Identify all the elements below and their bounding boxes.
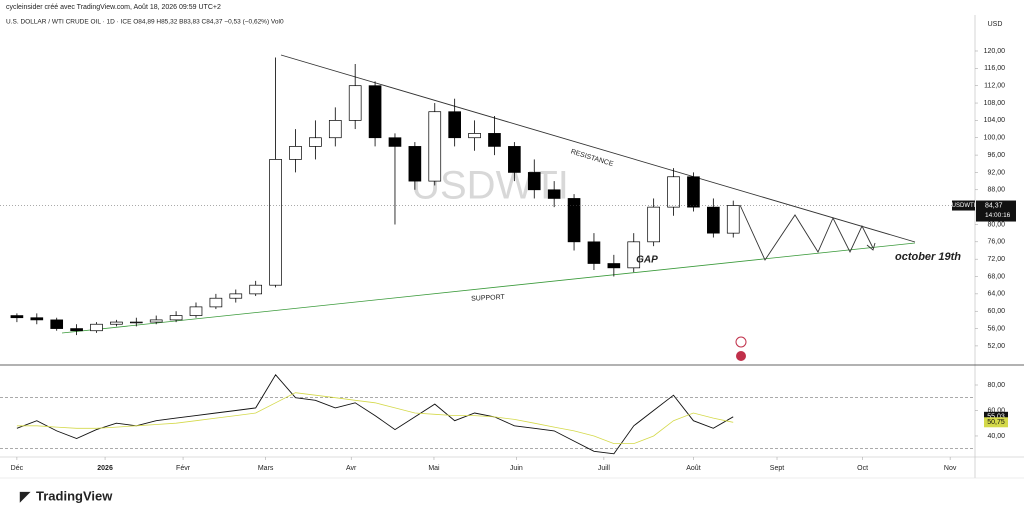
candle-body	[627, 241, 641, 269]
price-label: 84,37	[985, 202, 1003, 209]
candle-body	[508, 146, 521, 173]
candle-body	[30, 317, 44, 321]
candle-body	[547, 189, 561, 199]
footer-logo: ◤	[19, 488, 31, 503]
x-tick-label: Mai	[428, 465, 440, 472]
currency-label: USD	[988, 21, 1003, 28]
x-tick-label: Sept	[770, 465, 784, 472]
x-tick-label: Juill	[598, 465, 611, 472]
candle-body	[110, 321, 123, 325]
candle-body	[328, 120, 342, 139]
credit: cycleinsider créé avec TradingView.com, …	[6, 4, 221, 11]
x-tick-label: Déc	[11, 465, 24, 472]
y-tick-label: 68,00	[987, 273, 1005, 280]
candle-body	[468, 133, 481, 139]
annotation: GAP	[636, 255, 658, 266]
value-tag	[984, 411, 1008, 422]
annotation: SUPPORT	[471, 294, 506, 303]
x-tick-label: Févr	[176, 465, 191, 472]
resistance-line	[280, 54, 916, 243]
y-tick-label: 60,00	[987, 308, 1005, 315]
y-tick-label: 76,00	[987, 239, 1005, 246]
x-tick-label: Mars	[258, 465, 274, 472]
support-line	[61, 242, 916, 334]
indicator-line	[16, 392, 734, 445]
drawings	[61, 54, 916, 361]
candle-body	[149, 319, 163, 323]
candle-body	[189, 306, 203, 316]
projection-arrow	[866, 242, 876, 251]
candle-body	[169, 315, 183, 321]
y-tick-label: 80,00	[987, 221, 1005, 228]
y-tick-label: 88,00	[987, 187, 1005, 194]
y-tick-label: 92,00	[987, 169, 1005, 176]
event-icon[interactable]	[735, 336, 747, 348]
candle-body	[90, 323, 103, 332]
candle-body	[70, 328, 83, 332]
y-tick-label: 100,00	[984, 135, 1006, 142]
y-tick-label: 72,00	[987, 256, 1005, 263]
candle-body	[428, 111, 442, 182]
candle-body	[707, 206, 720, 234]
annotation: october 19th	[895, 251, 961, 263]
price-tag	[976, 200, 1016, 222]
candle-body	[10, 315, 24, 319]
candle-body	[249, 284, 263, 295]
x-tick-label: Oct	[857, 465, 868, 472]
value-label: 50,75	[987, 419, 1005, 426]
candle-body	[448, 111, 461, 139]
x-tick-label: Nov	[944, 465, 957, 472]
footer-brand: TradingView	[36, 488, 113, 503]
y-tick-label: 104,00	[984, 117, 1006, 124]
candle-body	[209, 297, 223, 308]
candle-body	[647, 206, 660, 243]
candle-body	[348, 85, 362, 121]
symbol-tag-text: USDWTI	[952, 203, 976, 209]
candle-body	[408, 146, 422, 182]
candle-body	[368, 85, 382, 139]
projection-path	[739, 204, 874, 261]
candle-body	[607, 263, 621, 269]
y-tick-label: 80,00	[987, 382, 1005, 389]
y-tick-label: 64,00	[987, 291, 1005, 298]
x-tick-label: Avr	[346, 465, 357, 472]
event-icon[interactable]	[736, 351, 746, 361]
y-tick-label: 108,00	[984, 100, 1006, 107]
y-tick-label: 112,00	[984, 83, 1005, 90]
value-label: 55,03	[987, 414, 1005, 421]
symbol-line: U.S. DOLLAR / WTI CRUDE OIL · 1D · ICE O…	[6, 19, 284, 26]
y-tick-label: 120,00	[984, 48, 1006, 55]
candle-body	[229, 293, 243, 299]
candle-body	[129, 321, 143, 324]
candle-body	[50, 319, 64, 329]
y-tick-label: 56,00	[987, 325, 1005, 332]
x-tick-label: Août	[686, 465, 700, 472]
candle-body	[289, 146, 302, 160]
candle-body	[309, 137, 322, 147]
candle-body	[388, 137, 402, 147]
symbol-tag	[952, 200, 975, 211]
candle-body	[667, 176, 680, 208]
y-tick-label: 60,00	[987, 407, 1005, 414]
y-tick-label: 52,00	[987, 343, 1005, 350]
candle-body	[488, 133, 501, 147]
candle-body	[587, 241, 601, 264]
candle-body	[527, 172, 541, 191]
y-tick-label: 116,00	[984, 65, 1005, 72]
candle-body	[567, 198, 581, 243]
candle-body	[269, 159, 282, 286]
x-tick-label: Juin	[510, 465, 523, 472]
x-tick-label: 2026	[97, 465, 113, 472]
candle-body	[726, 205, 740, 234]
value-tag	[984, 417, 1008, 428]
candle-body	[687, 176, 700, 208]
y-tick-label: 40,00	[987, 433, 1005, 440]
countdown: 14:00:16	[985, 212, 1011, 219]
y-tick-label: 96,00	[987, 152, 1005, 159]
